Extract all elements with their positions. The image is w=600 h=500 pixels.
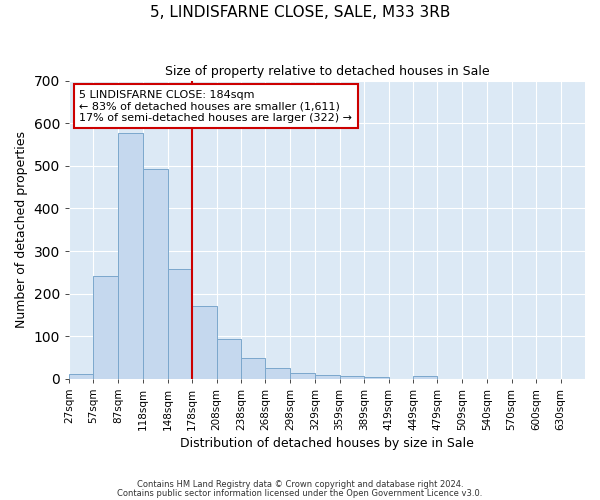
Bar <box>315 374 340 379</box>
Bar <box>167 268 192 379</box>
Bar <box>69 374 94 379</box>
Bar <box>192 306 217 379</box>
Bar <box>413 376 437 379</box>
X-axis label: Distribution of detached houses by size in Sale: Distribution of detached houses by size … <box>180 437 474 450</box>
Y-axis label: Number of detached properties: Number of detached properties <box>15 131 28 328</box>
Bar <box>265 368 290 379</box>
Text: Contains HM Land Registry data © Crown copyright and database right 2024.: Contains HM Land Registry data © Crown c… <box>137 480 463 489</box>
Text: 5 LINDISFARNE CLOSE: 184sqm
← 83% of detached houses are smaller (1,611)
17% of : 5 LINDISFARNE CLOSE: 184sqm ← 83% of det… <box>79 90 352 122</box>
Bar <box>364 377 389 379</box>
Text: 5, LINDISFARNE CLOSE, SALE, M33 3RB: 5, LINDISFARNE CLOSE, SALE, M33 3RB <box>150 5 450 20</box>
Bar <box>340 376 364 379</box>
Bar <box>241 358 265 379</box>
Title: Size of property relative to detached houses in Sale: Size of property relative to detached ho… <box>164 65 489 78</box>
Bar <box>290 374 315 379</box>
Bar <box>94 276 118 379</box>
Bar <box>118 132 143 379</box>
Bar <box>217 340 241 379</box>
Text: Contains public sector information licensed under the Open Government Licence v3: Contains public sector information licen… <box>118 489 482 498</box>
Bar <box>143 169 167 379</box>
